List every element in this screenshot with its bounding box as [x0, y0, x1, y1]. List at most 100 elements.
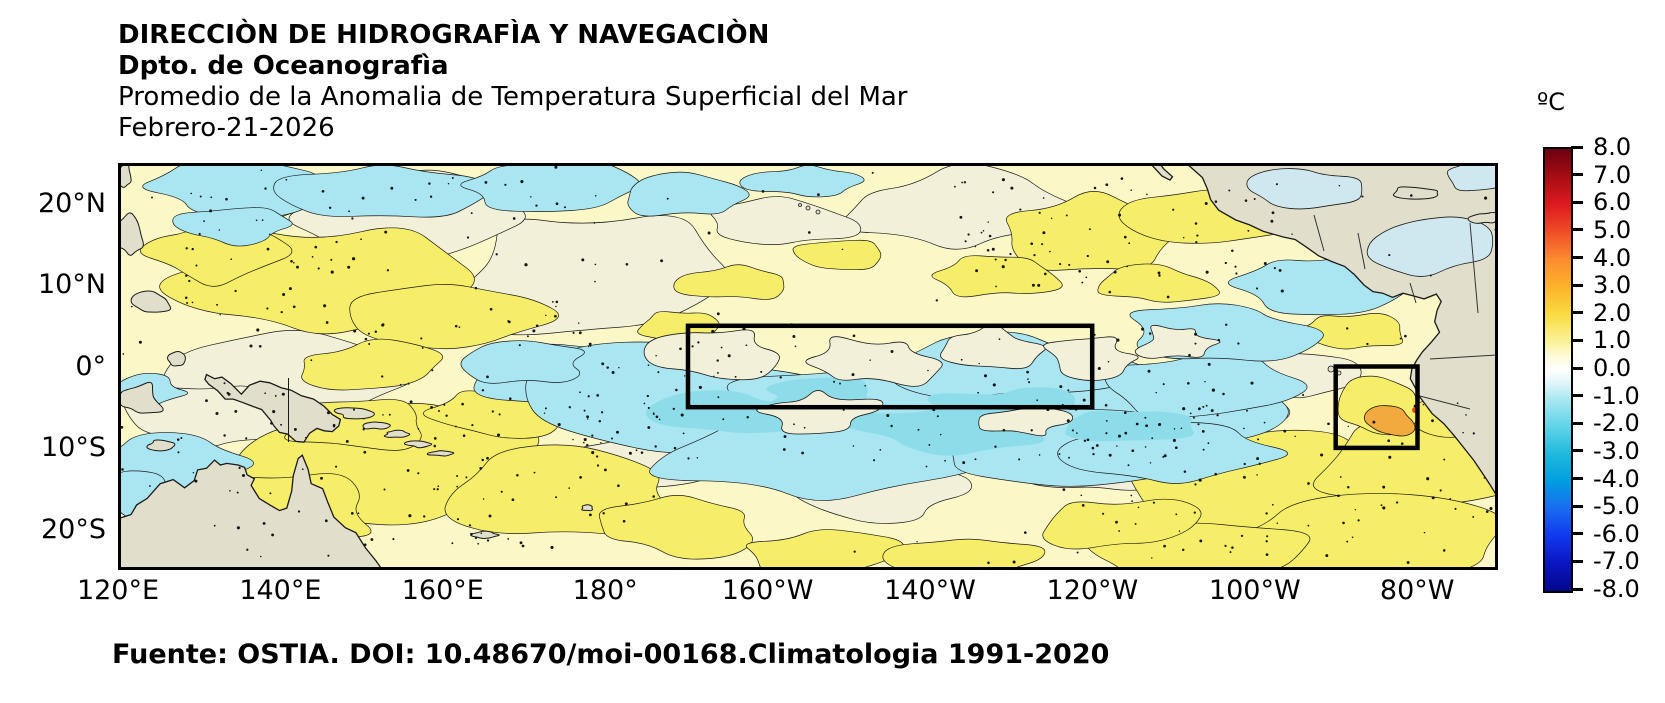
- colorbar-tick-mark: [1571, 504, 1583, 508]
- colorbar-tick-label: -5.0: [1593, 492, 1640, 521]
- lon-tick-label: 140°E: [239, 575, 322, 606]
- warm-anomaly-patch: [301, 338, 443, 391]
- warm-anomaly-patch: [746, 529, 904, 570]
- nino34-region-box: [685, 323, 1095, 410]
- island: [146, 439, 176, 452]
- sst-anomaly-field: [118, 163, 1498, 570]
- warm-anomaly-patch: [1042, 498, 1202, 550]
- island: [333, 407, 375, 420]
- island: [362, 421, 391, 430]
- island: [1392, 186, 1439, 200]
- lon-tick-label: 80°W: [1379, 575, 1455, 606]
- lon-tick-label: 140°W: [884, 575, 976, 606]
- island: [118, 163, 132, 188]
- warm-anomaly-patch: [882, 538, 1046, 570]
- colorbar-tick-label: 7.0: [1593, 160, 1632, 189]
- island: [383, 429, 411, 438]
- lat-tick-label: 20°N: [37, 188, 106, 219]
- lat-tick-label: 0°: [75, 350, 106, 382]
- colorbar-tick-label: 2.0: [1593, 298, 1632, 327]
- lon-tick-label: 180°: [572, 575, 638, 606]
- colorbar-tick-label: 0.0: [1593, 354, 1632, 382]
- colorbar-tick-mark: [1571, 477, 1583, 480]
- near-zero-island: [940, 323, 1046, 370]
- cool-anomaly-patch: [627, 171, 750, 217]
- colorbar-tick-mark: [1571, 338, 1583, 342]
- land-mass: [1149, 163, 1174, 181]
- land-mass: [204, 373, 342, 443]
- colorbar-tick-mark: [1571, 421, 1583, 425]
- colorbar-tick-mark: [1571, 559, 1583, 563]
- colorbar-tick-label: -8.0: [1593, 575, 1640, 603]
- colorbar-tick-label: -7.0: [1593, 547, 1640, 576]
- sea-inlet: [1446, 163, 1498, 192]
- temperature-colorbar: [1543, 147, 1573, 593]
- cool-core-patch: [1065, 410, 1194, 442]
- cool-anomaly-patch: [460, 163, 640, 212]
- cool-anomaly-patch: [273, 164, 490, 218]
- sea-inlet: [1246, 168, 1363, 210]
- island: [426, 450, 455, 457]
- lat-tick-label: 10°S: [41, 432, 106, 464]
- figure-header: DIRECCIÒN DE HIDROGRAFÌA Y NAVEGACIÒN Dp…: [118, 20, 908, 144]
- lon-tick-label: 160°E: [401, 575, 484, 606]
- island: [167, 350, 186, 367]
- lon-tick-label: 160°W: [721, 575, 814, 606]
- dept-subtitle: Dpto. de Oceanografìa: [118, 51, 449, 81]
- warm-anomaly-patch: [349, 284, 559, 350]
- warm-anomaly-patch: [673, 264, 785, 300]
- colorbar-tick-label: -6.0: [1593, 519, 1640, 548]
- cool-anomaly-patch: [739, 164, 865, 198]
- figure-description: Promedio de la Anomalia de Temperatura S…: [118, 82, 908, 112]
- colorbar-tick-mark: [1571, 228, 1583, 232]
- pacific-sst-anomaly-map: [118, 163, 1498, 570]
- cool-anomaly-patch: [172, 207, 293, 247]
- near-zero-island: [805, 336, 943, 387]
- island: [130, 290, 172, 313]
- cool-anomaly-patch: [460, 340, 585, 384]
- warm-anomaly-patch: [931, 255, 1063, 298]
- colorbar-tick-label: 1.0: [1593, 326, 1632, 355]
- colorbar-tick-label: -2.0: [1593, 409, 1640, 438]
- colorbar-tick-mark: [1571, 449, 1583, 453]
- lon-tick-label: 120°W: [1046, 575, 1139, 606]
- colorbar-tick-mark: [1571, 173, 1583, 177]
- colorbar-tick-label: 3.0: [1593, 271, 1632, 300]
- colorbar-tick-mark: [1571, 200, 1583, 204]
- land-mass: [118, 454, 384, 570]
- colorbar-tick-label: 4.0: [1593, 243, 1632, 272]
- lon-tick-label: 100°W: [1208, 575, 1301, 606]
- colorbar-tick-label: 5.0: [1593, 215, 1632, 244]
- colorbar-tick-label: -3.0: [1593, 436, 1640, 465]
- nino12-region-box: [1333, 364, 1420, 451]
- warm-anomaly-patch: [598, 495, 753, 560]
- orange-anomaly-core: [1363, 405, 1416, 437]
- lat-tick-label: 10°N: [37, 269, 106, 301]
- colorbar-tick-mark: [1571, 283, 1583, 287]
- colorbar-tick-label: -1.0: [1593, 381, 1640, 410]
- warm-anomaly-patch: [792, 239, 882, 271]
- colorbar-tick-mark: [1571, 311, 1583, 315]
- near-zero-island: [978, 407, 1074, 437]
- lon-tick-label: 120°E: [76, 575, 160, 606]
- colorbar-tick-mark: [1571, 256, 1583, 259]
- colorbar-tick-label: -4.0: [1593, 464, 1640, 493]
- island: [403, 440, 433, 449]
- org-title: DIRECCIÒN DE HIDROGRAFÌA Y NAVEGACIÒN: [118, 20, 770, 50]
- near-zero-island: [643, 329, 780, 381]
- colorbar-units-label: ºC: [1537, 88, 1566, 116]
- colorbar-tick-mark: [1571, 532, 1583, 536]
- colorbar-tick-mark: [1571, 587, 1583, 591]
- figure-date: Febrero-21-2026: [118, 113, 335, 143]
- colorbar-tick-label: 8.0: [1593, 133, 1632, 161]
- lat-tick-label: 20°S: [41, 513, 106, 545]
- island: [581, 504, 593, 512]
- warm-anomaly-patch: [1097, 263, 1220, 303]
- source-attribution: Fuente: OSTIA. DOI: 10.48670/moi-00168.C…: [112, 639, 1110, 670]
- colorbar-tick-mark: [1571, 366, 1583, 370]
- colorbar-tick-mark: [1571, 394, 1583, 398]
- colorbar-tick-mark: [1571, 145, 1583, 149]
- near-zero-patch: [710, 196, 862, 245]
- colorbar-tick-label: 6.0: [1593, 188, 1632, 217]
